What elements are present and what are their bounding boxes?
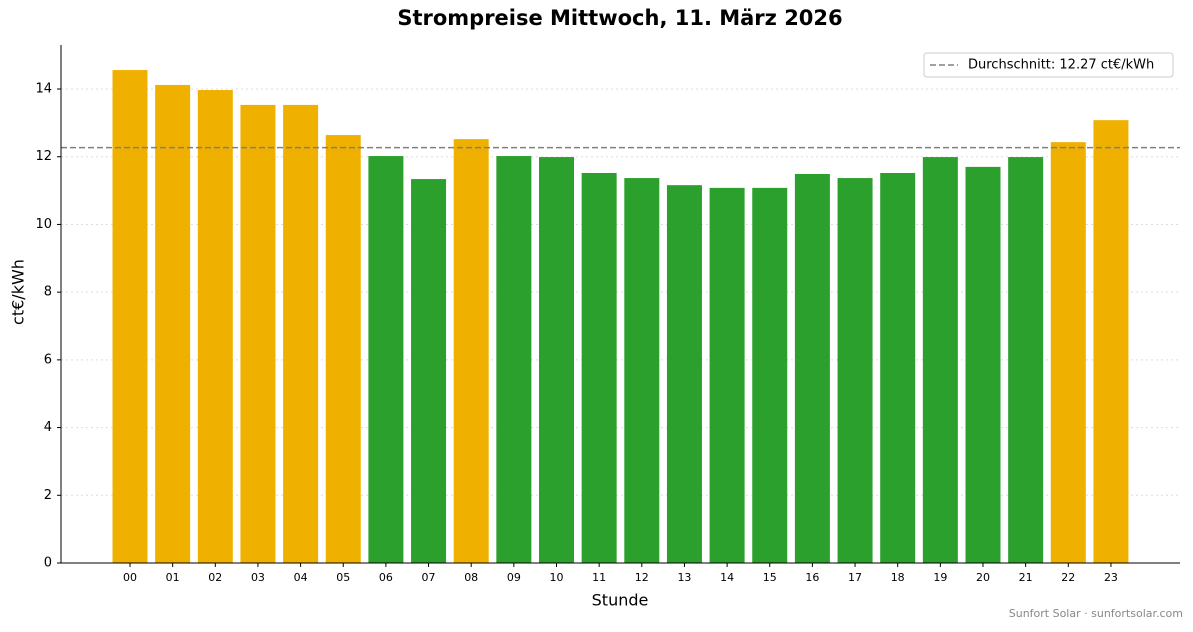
x-tick-label: 20 — [976, 571, 990, 584]
x-axis-label: Stunde — [592, 591, 649, 610]
y-tick-label: 12 — [35, 149, 52, 164]
bar — [1008, 157, 1044, 563]
y-tick-label: 14 — [35, 82, 52, 97]
bar — [112, 70, 148, 564]
bar — [1050, 142, 1086, 564]
x-tick-label: 01 — [166, 571, 180, 584]
x-tick-label: 03 — [251, 571, 265, 584]
y-tick-label: 0 — [44, 556, 52, 571]
bar — [411, 179, 447, 563]
legend-label: Durchschnitt: 12.27 ct€/kWh — [968, 58, 1154, 73]
bar — [368, 156, 404, 563]
bar — [155, 84, 191, 564]
y-tick-label: 4 — [44, 420, 52, 435]
x-tick-label: 17 — [848, 571, 862, 584]
x-tick-label: 18 — [891, 571, 905, 584]
x-tick-label: 10 — [550, 571, 564, 584]
footer: Sunfort Solar · sunfortsolar.com — [1009, 607, 1183, 620]
x-tick-label: 16 — [805, 571, 819, 584]
y-tick-label: 2 — [44, 488, 52, 503]
bar — [539, 157, 574, 563]
bar — [453, 139, 489, 564]
bar — [1093, 120, 1129, 564]
bar — [880, 172, 916, 563]
bar — [197, 90, 233, 564]
y-tick-label: 8 — [44, 285, 52, 300]
x-tick-label: 06 — [379, 571, 393, 584]
bar — [325, 135, 361, 564]
bar — [922, 157, 958, 563]
bar — [666, 185, 702, 563]
bar — [624, 178, 660, 563]
bar — [283, 104, 319, 564]
x-tick-label: 14 — [720, 571, 734, 584]
bar — [794, 173, 830, 563]
bar — [709, 187, 745, 563]
x-tick-label: 15 — [763, 571, 777, 584]
chart-title: Strompreise Mittwoch, 11. März 2026 — [397, 6, 842, 30]
x-tick-label: 09 — [507, 571, 521, 584]
x-tick-label: 11 — [592, 571, 606, 584]
bar — [965, 166, 1001, 563]
bar — [496, 156, 532, 563]
bar — [581, 172, 617, 563]
y-axis-label: ct€/kWh — [9, 259, 28, 325]
y-tick-label: 6 — [44, 352, 52, 367]
x-tick-label: 21 — [1019, 571, 1033, 584]
x-tick-label: 07 — [422, 571, 436, 584]
x-tick-label: 04 — [294, 571, 308, 584]
x-tick-label: 23 — [1104, 571, 1118, 584]
x-tick-label: 00 — [123, 571, 137, 584]
x-tick-label: 12 — [635, 571, 649, 584]
y-tick-label: 10 — [35, 217, 52, 232]
x-tick-label: 05 — [336, 571, 350, 584]
x-tick-label: 08 — [464, 571, 478, 584]
x-tick-label: 19 — [933, 571, 947, 584]
x-tick-label: 22 — [1061, 571, 1075, 584]
x-tick-label: 13 — [677, 571, 691, 584]
bar — [752, 187, 788, 563]
x-tick-label: 02 — [208, 571, 222, 584]
bar — [837, 178, 873, 563]
bar — [240, 104, 276, 564]
legend-box — [923, 52, 1174, 78]
